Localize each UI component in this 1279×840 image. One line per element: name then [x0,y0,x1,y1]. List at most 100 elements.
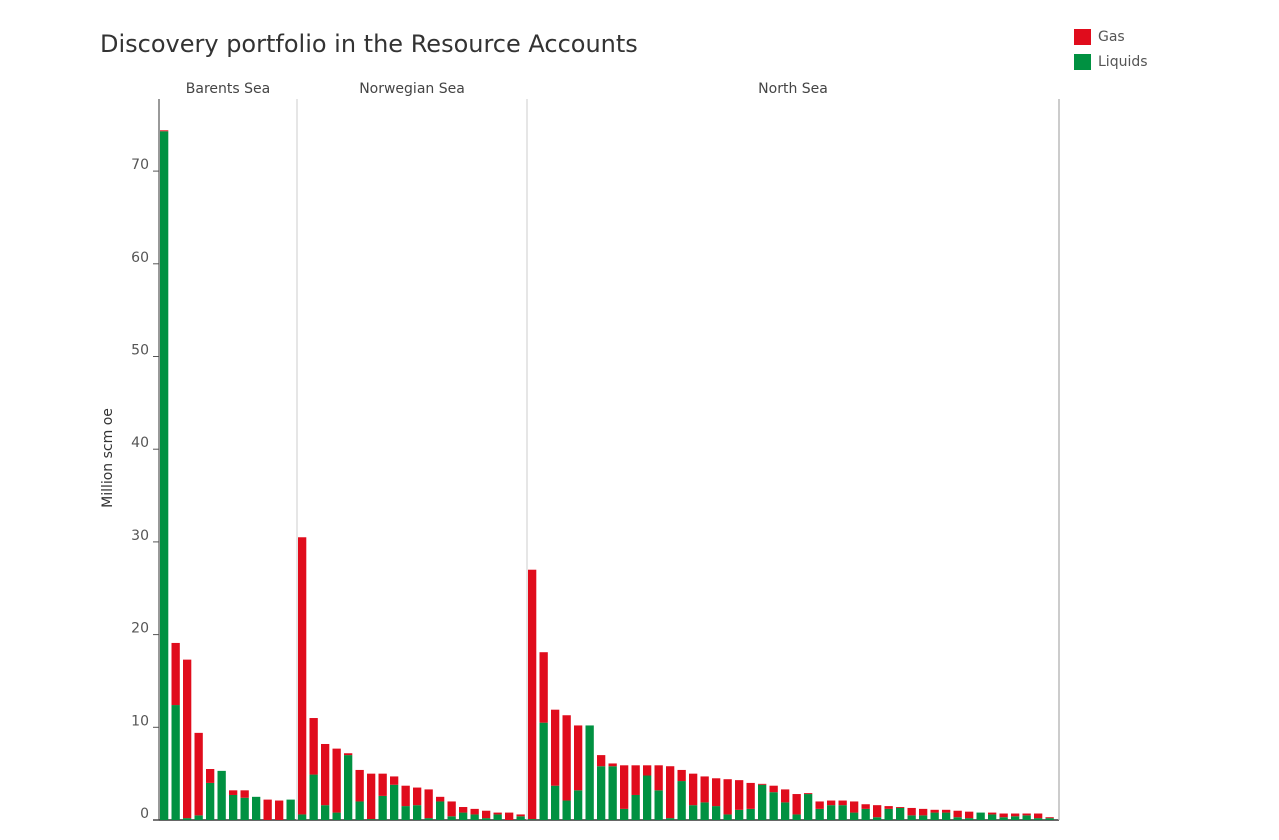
bar-liquids-north-sea-44 [1022,815,1031,820]
bar-liquids-north-sea-40 [976,812,985,820]
bar-gas-north-sea-30 [861,804,870,809]
bar-liquids-barents-sea-4 [194,815,203,820]
bar-gas-norwegian-sea-16 [470,808,479,815]
bar-liquids-norwegian-sea-8 [378,795,387,820]
bar-gas-norwegian-sea-3 [321,743,330,806]
bar-gas-north-sea-35 [919,808,928,816]
bar-gas-north-sea-26 [815,801,824,809]
bar-gas-north-sea-22 [769,785,778,793]
bar-liquids-north-sea-26 [815,808,824,820]
bar-liquids-norwegian-sea-1 [298,814,307,820]
bar-gas-norwegian-sea-13 [436,796,445,802]
bar-liquids-norwegian-sea-17 [482,818,491,820]
legend-label-gas: Gas [1098,28,1125,45]
bar-liquids-north-sea-12 [654,790,663,820]
bar-gas-north-sea-42 [999,813,1008,818]
bar-liquids-north-sea-21 [758,784,767,820]
bar-liquids-north-sea-28 [838,805,847,820]
bar-gas-north-sea-23 [781,789,790,803]
bar-gas-north-sea-46 [1045,817,1054,819]
bar-liquids-north-sea-24 [792,814,801,820]
bar-liquids-north-sea-11 [643,775,652,820]
bar-gas-north-sea-10 [631,765,640,795]
bar-gas-norwegian-sea-11 [413,787,422,806]
bar-gas-north-sea-37 [942,809,951,813]
bar-gas-north-sea-12 [654,765,663,791]
bar-gas-north-sea-17 [712,778,721,807]
bar-liquids-barents-sea-2 [171,705,180,820]
y-tick-label-30: 30 [131,528,149,544]
bar-liquids-north-sea-8 [608,766,617,820]
y-tick-label-40: 40 [131,435,149,451]
bar-gas-north-sea-38 [953,810,962,818]
bar-liquids-norwegian-sea-7 [367,819,376,820]
bar-gas-barents-sea-1 [160,130,169,132]
bar-liquids-barents-sea-8 [240,797,249,820]
bar-liquids-north-sea-4 [562,800,571,820]
bar-gas-north-sea-29 [850,801,859,813]
bar-gas-north-sea-8 [608,763,617,767]
bar-gas-north-sea-9 [620,765,629,809]
bar-gas-north-sea-43 [1011,813,1020,817]
bar-gas-norwegian-sea-18 [493,812,502,815]
bar-gas-barents-sea-5 [206,769,215,783]
bar-gas-norwegian-sea-8 [378,773,387,796]
bar-liquids-norwegian-sea-5 [344,755,353,820]
bar-liquids-north-sea-7 [597,766,606,820]
legend-item-gas[interactable]: Gas [1074,24,1148,49]
bar-liquids-north-sea-31 [873,817,882,820]
y-tick-label-0: 0 [140,806,149,822]
bar-liquids-north-sea-36 [930,812,939,820]
bar-gas-norwegian-sea-15 [459,807,468,813]
bar-gas-north-sea-19 [735,780,744,810]
bar-gas-north-sea-28 [838,800,847,806]
bar-gas-norwegian-sea-4 [332,748,341,813]
bar-liquids-barents-sea-9 [252,796,261,820]
bar-liquids-north-sea-39 [965,818,974,820]
bar-gas-norwegian-sea-14 [447,801,456,817]
bar-liquids-norwegian-sea-3 [321,805,330,820]
bar-liquids-barents-sea-5 [206,782,215,820]
bar-liquids-barents-sea-6 [217,770,226,820]
bar-gas-north-sea-14 [677,769,686,782]
bar-gas-norwegian-sea-19 [505,812,514,820]
bar-liquids-north-sea-42 [999,817,1008,820]
bar-liquids-norwegian-sea-20 [516,816,525,820]
bar-liquids-north-sea-34 [907,815,916,820]
bar-liquids-north-sea-17 [712,806,721,820]
bar-liquids-north-sea-15 [689,805,698,820]
bar-liquids-north-sea-6 [585,725,594,820]
bar-liquids-north-sea-29 [850,812,859,820]
bar-liquids-north-sea-27 [827,805,836,820]
bar-liquids-north-sea-9 [620,808,629,820]
bar-gas-north-sea-20 [746,782,755,809]
legend-label-liquids: Liquids [1098,53,1148,70]
panel-label-norwegian-sea: Norwegian Sea [359,81,465,97]
bar-gas-north-sea-33 [896,807,905,808]
panel-label-north-sea: North Sea [758,81,828,97]
bar-liquids-barents-sea-3 [183,818,192,820]
legend-item-liquids[interactable]: Liquids [1074,49,1148,74]
bar-gas-north-sea-36 [930,809,939,813]
bar-gas-north-sea-21 [758,783,767,785]
bar-liquids-north-sea-19 [735,809,744,820]
bar-gas-north-sea-27 [827,800,836,806]
bar-liquids-north-sea-2 [539,722,548,820]
bar-liquids-north-sea-46 [1045,818,1054,820]
bar-gas-norwegian-sea-9 [390,776,399,785]
bar-gas-north-sea-1 [528,569,537,820]
bar-liquids-norwegian-sea-2 [309,774,318,820]
bar-gas-norwegian-sea-10 [401,785,410,807]
bar-liquids-north-sea-14 [677,781,686,820]
bar-liquids-norwegian-sea-16 [470,814,479,820]
bar-gas-north-sea-32 [884,806,893,809]
bar-gas-north-sea-41 [988,812,997,815]
y-tick-label-60: 60 [131,250,149,266]
bar-liquids-north-sea-33 [896,807,905,820]
bar-gas-norwegian-sea-5 [344,753,353,756]
bar-gas-barents-sea-3 [183,659,192,819]
bar-gas-north-sea-5 [574,725,583,791]
bar-gas-barents-sea-11 [275,800,284,820]
bar-gas-north-sea-16 [700,776,709,803]
bar-liquids-north-sea-3 [551,785,560,820]
